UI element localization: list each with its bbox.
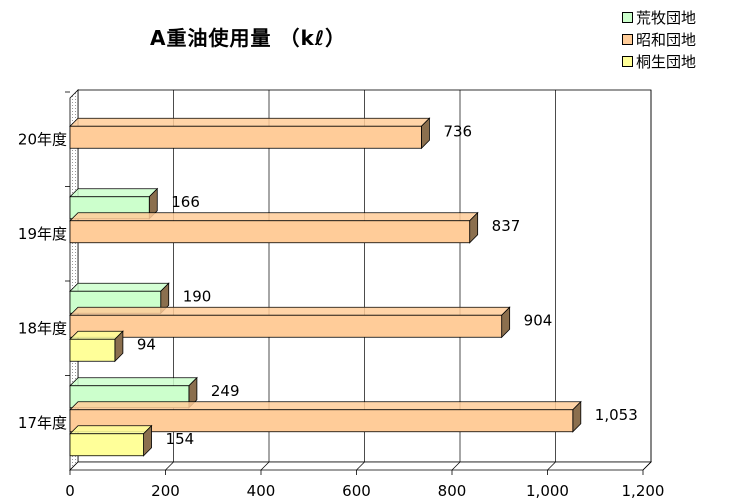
data-label: 837 [492,217,521,235]
legend: 荒牧団地 昭和団地 桐生団地 [622,6,696,72]
bar-top-face [69,377,198,387]
bar-top-face [69,330,124,340]
legend-item-aramaki: 荒牧団地 [622,6,696,28]
bar-top-face [69,306,511,316]
category-label: 19年度 [18,225,67,243]
legend-label-kiryu: 桐生団地 [636,52,697,71]
category-label: 17年度 [18,414,67,432]
legend-swatch-aramaki [622,11,633,23]
legend-item-showa: 昭和団地 [622,28,696,50]
data-label: 154 [166,430,195,448]
floor-gridline [356,461,365,471]
legend-label-aramaki: 荒牧団地 [636,8,697,27]
bar-top-face [69,401,582,411]
legend-label-showa: 昭和団地 [636,30,697,49]
x-tick-label: 1,200 [622,482,665,500]
bar-top-face [69,117,431,127]
bar-top-face [69,188,159,198]
legend-item-kiryu: 桐生団地 [622,50,696,72]
legend-swatch-showa [622,33,633,45]
category-label: 18年度 [18,319,67,337]
floor-gridline [451,461,461,471]
x-tick-label: 0 [65,482,75,500]
bar [69,338,116,362]
data-label: 166 [171,193,200,211]
bar [69,220,471,244]
chart-title: A重油使用量 （kℓ） [150,26,347,50]
floor-gridline [642,461,652,471]
bar [69,409,574,433]
bar [69,433,144,457]
floor-gridline [165,461,174,471]
floor-gridline [547,461,556,471]
bar-top-face [69,425,153,435]
data-label: 1,053 [595,406,638,424]
category-label: 20年度 [18,130,67,148]
x-tick-label: 1,000 [526,482,569,500]
x-tick-label: 800 [438,482,467,500]
data-label: 249 [211,382,240,400]
data-label: 736 [443,122,472,140]
bar [69,125,422,149]
data-label: 190 [183,287,212,305]
data-label: 904 [524,311,553,329]
bar-top-face [69,282,170,292]
legend-swatch-kiryu [622,55,633,67]
x-tick-label: 200 [151,482,180,500]
data-label: 94 [137,335,156,353]
floor-gridline [260,461,270,471]
bar-top-face [69,212,479,222]
bar [69,314,503,338]
x-tick-label: 400 [247,482,276,500]
x-tick-label: 600 [342,482,371,500]
